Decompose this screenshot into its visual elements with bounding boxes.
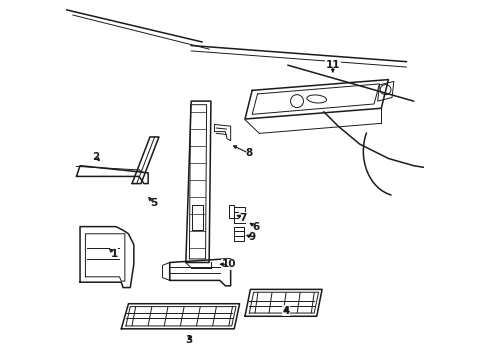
Text: 3: 3 [186, 334, 193, 345]
Text: 8: 8 [245, 148, 252, 158]
Text: 1: 1 [110, 248, 118, 258]
Text: 9: 9 [248, 232, 256, 242]
Text: 6: 6 [252, 222, 259, 231]
Text: 10: 10 [221, 259, 236, 269]
Text: 11: 11 [326, 60, 340, 70]
Text: 7: 7 [240, 213, 247, 222]
Text: 4: 4 [283, 306, 290, 316]
Text: 2: 2 [93, 152, 100, 162]
Text: 5: 5 [150, 198, 157, 208]
